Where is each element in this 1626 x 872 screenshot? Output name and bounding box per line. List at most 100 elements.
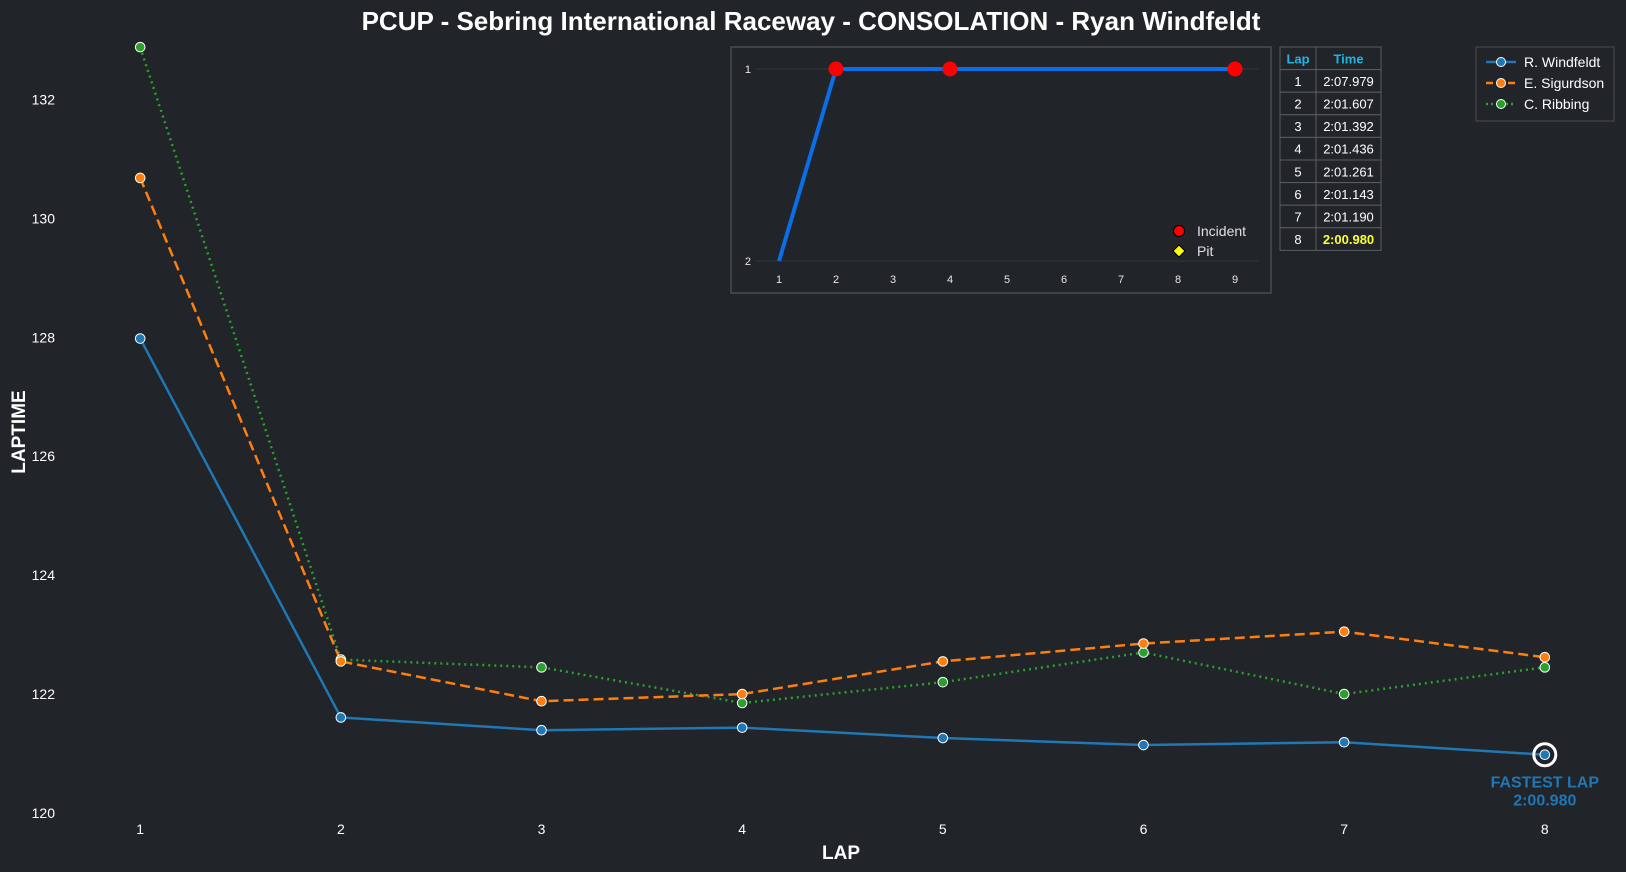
main-series-lines — [139, 46, 1545, 756]
inset-x-tick-label: 3 — [890, 274, 896, 286]
chart-title: PCUP - Sebring International Raceway - C… — [362, 6, 1261, 36]
incident-marker — [828, 61, 844, 77]
data-point — [736, 688, 748, 700]
pit-marker-icon — [1172, 244, 1186, 258]
data-point — [134, 172, 146, 184]
data-point — [1138, 638, 1149, 649]
data-point — [134, 333, 146, 344]
legend-item-windfeldt: R. Windfeldt — [1486, 54, 1600, 70]
x-axis-title: LAP — [822, 843, 860, 864]
y-tick-label: 120 — [32, 805, 56, 821]
legend-label: R. Windfeldt — [1524, 54, 1600, 70]
inset-legend-pit: Pit — [1172, 243, 1213, 259]
table-cell: 6 — [1294, 187, 1301, 202]
table-cell: 5 — [1294, 164, 1301, 179]
table-cell: 1 — [1294, 74, 1301, 89]
inset-x-tick-label: 8 — [1175, 274, 1181, 286]
fastest-lap-ring — [1532, 742, 1558, 768]
table-cell: 8 — [1294, 232, 1301, 247]
data-point — [134, 41, 146, 53]
main-axis-ticks: 120 122 1 2 4 126 128 130 132 1 2 3 4 5 6 7 8 — [32, 91, 1549, 837]
inset-y-tick-label: 2 — [745, 256, 751, 268]
inset-legend: Incident Pit — [1172, 223, 1246, 259]
data-point — [335, 656, 347, 667]
x-tick-label: 6 — [1140, 821, 1148, 837]
x-tick-label: 4 — [738, 821, 746, 837]
main-series-points — [134, 41, 1551, 761]
inset-x-tick-label: 4 — [947, 274, 953, 286]
position-inset-chart: 1 2 1 2 3 4 5 6 7 8 9 Incident Pit — [730, 46, 1272, 294]
series-line-e-sigurdson — [139, 177, 1545, 703]
y-tick-label: 132 — [32, 91, 56, 107]
table-cell: 4 — [1294, 142, 1301, 157]
data-point — [335, 712, 347, 723]
x-tick-label: 7 — [1340, 821, 1348, 837]
data-point — [937, 732, 949, 744]
laptime-table: Lap Time 1 2:07.979 2 2:01.607 3 2:01.392 4 2:01.… — [1279, 46, 1382, 251]
inset-legend-incident: Incident — [1173, 223, 1246, 239]
data-point — [937, 656, 949, 667]
inset-x-tick-label: 1 — [776, 274, 782, 286]
data-point — [536, 724, 547, 736]
x-tick-label: 2 — [337, 821, 345, 837]
x-tick-label: 1 — [136, 821, 144, 837]
data-point — [1338, 736, 1350, 748]
table-cell: 2:01.143 — [1323, 187, 1374, 202]
x-tick-label: 8 — [1541, 821, 1549, 837]
incident-marker-icon — [1173, 225, 1185, 237]
inset-legend-label: Incident — [1197, 223, 1246, 239]
data-point — [1138, 647, 1149, 658]
table-cell: 7 — [1294, 210, 1301, 225]
incident-marker — [1227, 61, 1243, 77]
x-tick-label: 5 — [939, 821, 947, 837]
inset-x-tick-label: 5 — [1004, 274, 1010, 286]
table-cell: 2:00.980 — [1323, 232, 1374, 247]
table-header: Time — [1333, 51, 1363, 66]
data-point — [1539, 651, 1551, 663]
x-tick-label: 3 — [538, 821, 546, 837]
main-legend: R. Windfeldt E. Sigurdson C. Ribbing — [1475, 46, 1615, 122]
inset-x-tick-label: 6 — [1061, 274, 1067, 286]
table-cell: 2:01.436 — [1323, 142, 1374, 157]
inset-legend-label: Pit — [1197, 243, 1213, 259]
y-axis-title: LAPTIME — [9, 390, 30, 473]
table-cell: 3 — [1294, 119, 1301, 134]
table-cell: 2:01.392 — [1323, 119, 1374, 134]
series-line-r-windfeldt — [139, 337, 1545, 756]
y-tick-label: 122 — [32, 686, 56, 702]
table-cell: 2:01.190 — [1323, 210, 1374, 225]
table-cell: 2:01.261 — [1323, 164, 1374, 179]
data-point — [1338, 688, 1350, 700]
inset-axis-ticks: 1 2 1 2 3 4 5 6 7 8 9 — [745, 64, 1238, 286]
y-tick-label: 128 — [32, 329, 56, 345]
y-tick-label: 126 — [32, 448, 56, 464]
incident-markers — [828, 61, 1243, 77]
inset-y-tick-label: 1 — [745, 64, 751, 76]
inset-x-tick-label: 9 — [1232, 274, 1238, 286]
data-point — [1539, 662, 1551, 673]
fastest-lap-value: 2:00.980 — [1513, 793, 1576, 810]
data-point — [536, 695, 547, 707]
legend-item-sigurdson: E. Sigurdson — [1486, 75, 1604, 91]
y-tick-label: 130 — [32, 210, 56, 226]
legend-label: C. Ribbing — [1524, 96, 1589, 112]
incident-marker — [942, 61, 958, 77]
data-point — [1138, 739, 1149, 751]
table-cell: 2 — [1294, 97, 1301, 112]
table-cell: 2:07.979 — [1323, 74, 1374, 89]
position-line — [777, 67, 1235, 262]
fastest-lap-label: FASTEST LAP — [1491, 775, 1600, 792]
data-point — [1539, 749, 1551, 761]
table-cell-box — [1315, 227, 1382, 251]
data-point — [1338, 626, 1350, 637]
data-point — [536, 662, 547, 673]
data-point — [736, 697, 748, 709]
table-header: Lap — [1286, 51, 1309, 66]
data-point — [937, 676, 949, 688]
fastest-lap-annotation: FASTEST LAP 2:00.980 — [1491, 742, 1600, 810]
legend-label: E. Sigurdson — [1524, 75, 1604, 91]
data-point — [736, 722, 748, 733]
inset-x-tick-label: 7 — [1118, 274, 1124, 286]
legend-item-ribbing: C. Ribbing — [1486, 96, 1589, 112]
